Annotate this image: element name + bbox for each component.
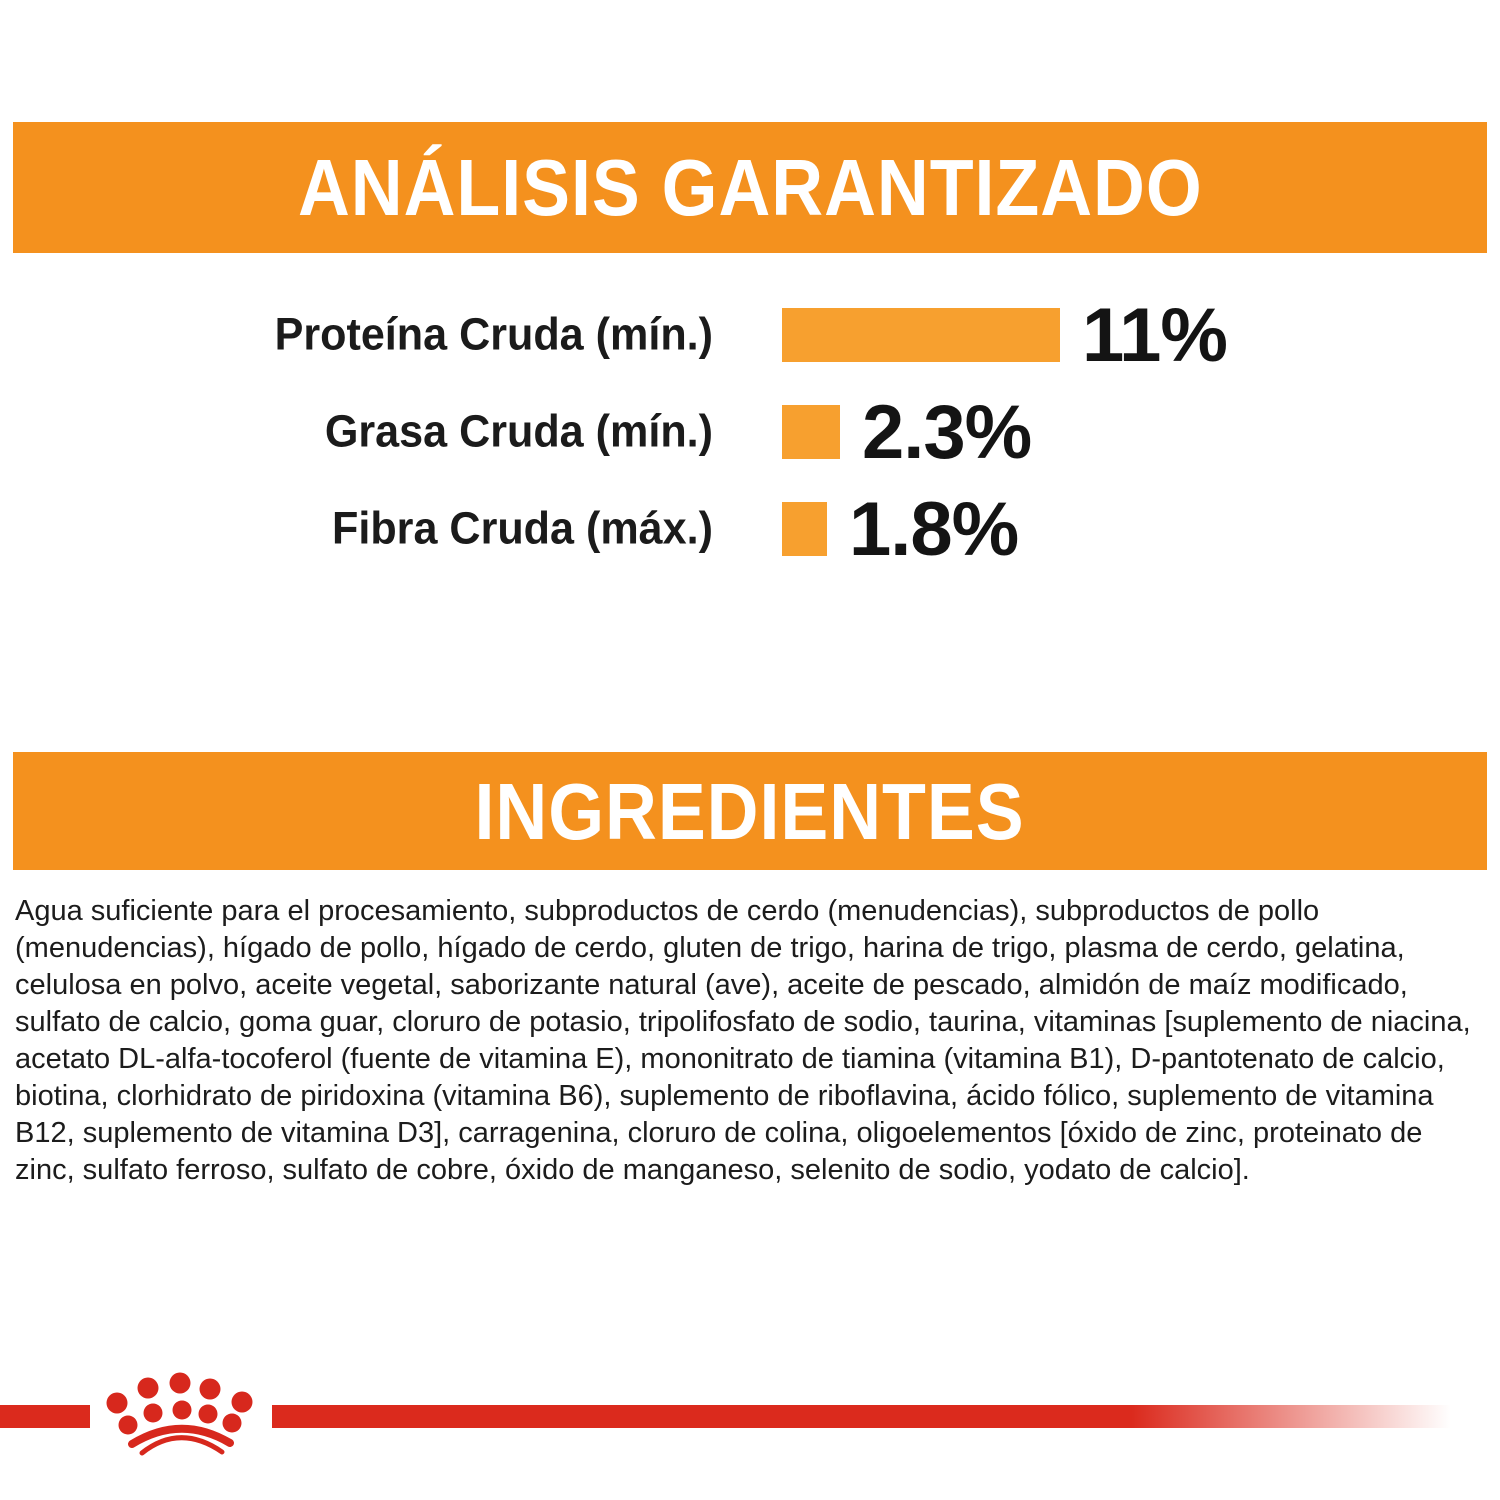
divider-line-right [272,1405,1500,1428]
ingredients-title: INGREDIENTES [474,766,1026,856]
analysis-title: ANÁLISIS GARANTIZADO [297,142,1203,233]
guaranteed-analysis-chart: Proteína Cruda (mín.) 11% Grasa Cruda (mín… [0,293,1500,599]
analysis-label: Fibra Cruda (máx.) [332,503,713,554]
analysis-banner: ANÁLISIS GARANTIZADO [13,122,1487,253]
ingredients-banner: INGREDIENTES [13,752,1487,870]
analysis-label: Grasa Cruda (mín.) [324,406,713,457]
ingredients-text: Agua suficiente para el procesamiento, s… [15,895,1471,1186]
analysis-bar [782,308,1060,362]
royal-canin-crown-icon [106,1372,253,1456]
analysis-value: 2.3% [862,389,1032,475]
divider-line-left [0,1405,90,1428]
analysis-value: 1.8% [849,486,1019,572]
analysis-bar [782,502,827,556]
analysis-row: Proteína Cruda (mín.) 11% [0,293,1500,378]
analysis-value: 11% [1082,292,1228,378]
analysis-bar [782,405,840,459]
analysis-row: Grasa Cruda (mín.) 2.3% [0,390,1500,475]
analysis-label: Proteína Cruda (mín.) [274,309,713,360]
analysis-row: Fibra Cruda (máx.) 1.8% [0,487,1500,572]
